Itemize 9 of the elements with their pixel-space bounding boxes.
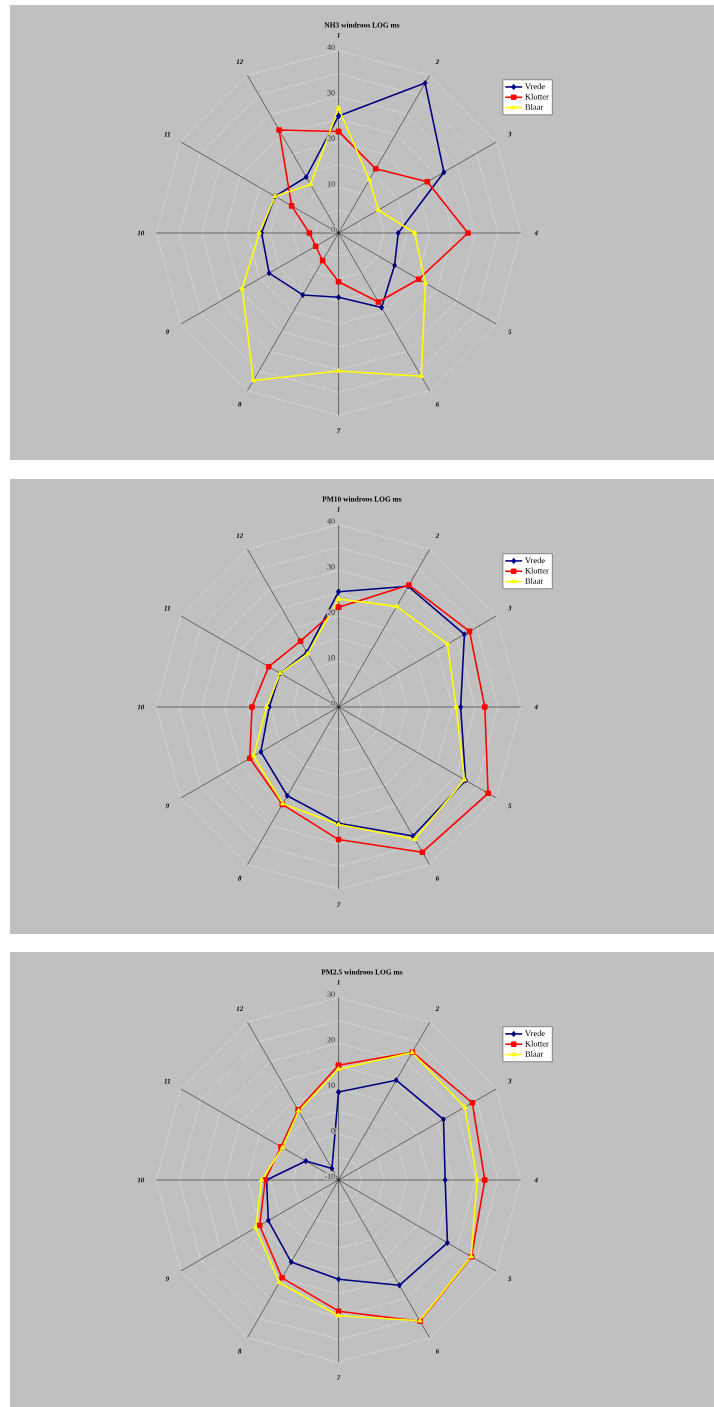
legend-label: Blaar xyxy=(525,103,544,110)
legend-label: Klotter xyxy=(525,93,549,100)
legend-label: Vrede xyxy=(525,83,545,90)
legend-label: Klotter xyxy=(525,1040,549,1047)
legend-label: Blaar xyxy=(525,577,544,584)
legend-label: Klotter xyxy=(525,567,549,574)
legend-label: Blaar xyxy=(525,1050,544,1057)
legend-label: Vrede xyxy=(525,1030,545,1037)
legend-label: Vrede xyxy=(525,557,545,564)
